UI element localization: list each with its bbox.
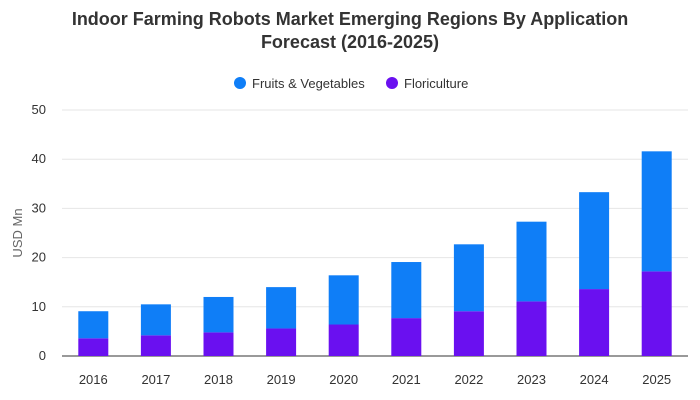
bar-fruits-vegetables-2016 — [78, 311, 109, 339]
bar-fruits-vegetables-2017 — [140, 304, 171, 336]
legend-marker-fruits-vegetables — [234, 77, 246, 89]
chart-title-line-2: Forecast (2016-2025) — [260, 32, 440, 52]
y-tick-label-20: 20 — [32, 250, 46, 265]
bar-floriculture-2021 — [391, 318, 422, 356]
x-tick-label-2016: 2016 — [79, 372, 108, 387]
bar-floriculture-2024 — [579, 289, 610, 356]
chart-title: Indoor Farming Robots Market Emerging Re… — [0, 8, 700, 54]
bar-fruits-vegetables-2021 — [391, 262, 422, 319]
bar-fruits-vegetables-2018 — [203, 296, 234, 333]
bar-fruits-vegetables-2023 — [516, 221, 547, 302]
bar-floriculture-2023 — [516, 301, 547, 356]
legend-marker-floriculture — [386, 77, 398, 89]
bar-fruits-vegetables-2024 — [579, 192, 610, 290]
y-tick-label-10: 10 — [32, 299, 46, 314]
y-tick-label-0: 0 — [39, 348, 46, 363]
y-tick-label-40: 40 — [32, 151, 46, 166]
bar-floriculture-2018 — [203, 332, 234, 356]
x-tick-label-2019: 2019 — [267, 372, 296, 387]
x-tick-label-2020: 2020 — [329, 372, 358, 387]
y-tick-label-30: 30 — [32, 200, 46, 215]
x-tick-label-2025: 2025 — [642, 372, 671, 387]
bar-floriculture-2019 — [266, 328, 297, 356]
x-tick-label-2024: 2024 — [580, 372, 609, 387]
bar-floriculture-2016 — [78, 338, 109, 356]
y-tick-label-50: 50 — [32, 102, 46, 117]
x-tick-label-2023: 2023 — [517, 372, 546, 387]
bar-fruits-vegetables-2019 — [266, 287, 297, 329]
y-axis-title: USD Mn — [10, 208, 25, 257]
bar-fruits-vegetables-2022 — [453, 244, 484, 312]
x-tick-label-2018: 2018 — [204, 372, 233, 387]
legend-label-fruits-vegetables: Fruits & Vegetables — [252, 76, 365, 91]
x-tick-label-2022: 2022 — [454, 372, 483, 387]
bar-floriculture-2025 — [641, 271, 672, 356]
bar-fruits-vegetables-2020 — [328, 275, 359, 325]
x-tick-label-2017: 2017 — [141, 372, 170, 387]
bar-floriculture-2022 — [453, 311, 484, 356]
x-tick-label-2021: 2021 — [392, 372, 421, 387]
bar-fruits-vegetables-2025 — [641, 151, 672, 272]
bar-floriculture-2017 — [140, 335, 171, 356]
legend-label-floriculture: Floriculture — [404, 76, 468, 91]
bar-floriculture-2020 — [328, 324, 359, 356]
chart-title-line-1: Indoor Farming Robots Market Emerging Re… — [71, 9, 629, 29]
